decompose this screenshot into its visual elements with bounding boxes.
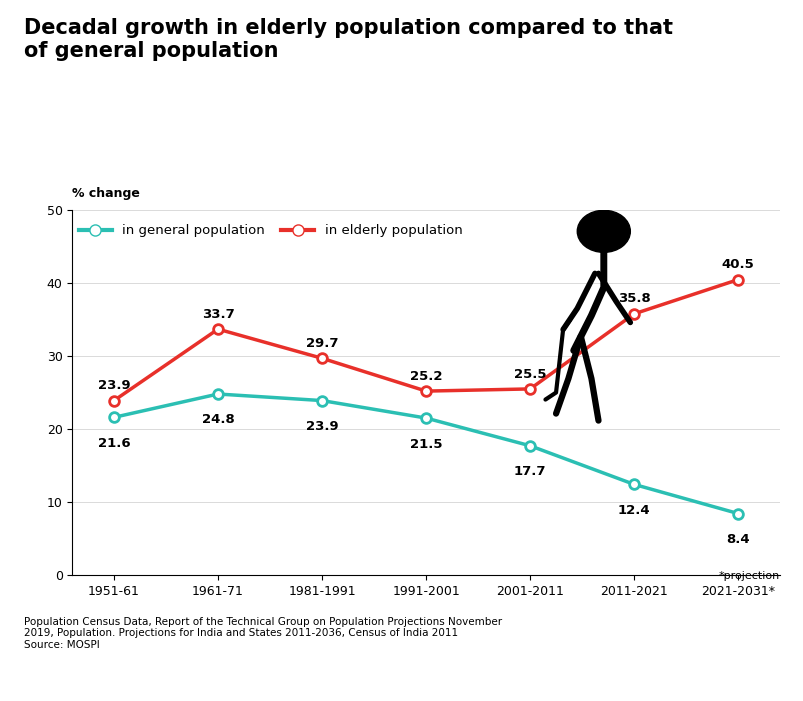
Text: 33.7: 33.7 [202,308,234,321]
Text: 12.4: 12.4 [618,504,650,517]
Text: *projection: *projection [718,571,779,581]
Text: 8.4: 8.4 [726,533,749,546]
Text: Decadal growth in elderly population compared to that
of general population: Decadal growth in elderly population com… [24,18,672,61]
Text: 40.5: 40.5 [721,258,754,271]
Text: 29.7: 29.7 [305,337,338,350]
Text: 17.7: 17.7 [513,465,546,478]
Text: Population Census Data, Report of the Technical Group on Population Projections : Population Census Data, Report of the Te… [24,617,502,650]
Text: 25.2: 25.2 [410,369,442,383]
Text: 21.5: 21.5 [410,437,442,451]
Text: 21.6: 21.6 [97,437,130,450]
Circle shape [577,210,630,252]
Text: 23.9: 23.9 [97,379,130,393]
Text: 25.5: 25.5 [513,367,546,381]
Legend: in general population, in elderly population: in general population, in elderly popula… [79,224,462,237]
Text: 24.8: 24.8 [202,414,234,426]
Text: % change: % change [72,186,140,200]
Text: 35.8: 35.8 [617,292,650,306]
Text: 23.9: 23.9 [305,420,338,433]
